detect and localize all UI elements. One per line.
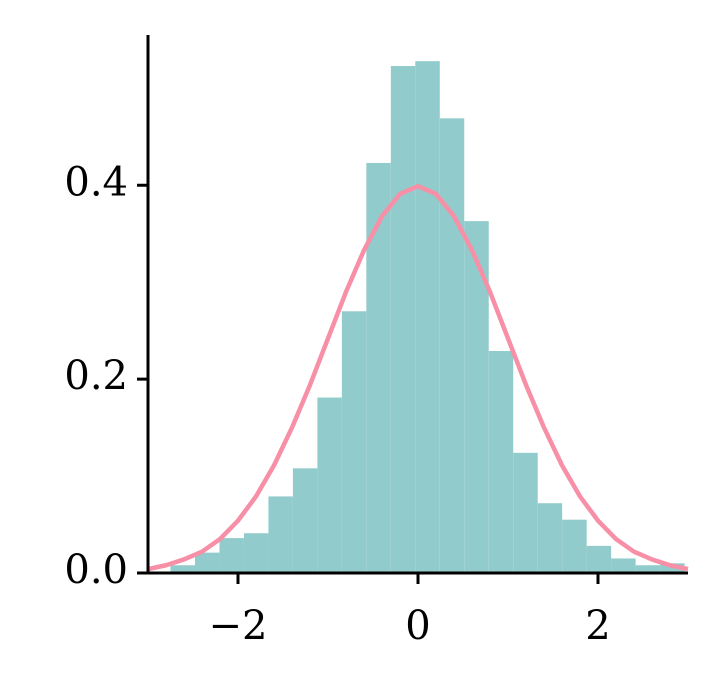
bar (439, 118, 465, 573)
y-tick-label: 0.2 (64, 353, 128, 399)
bar (488, 351, 514, 573)
bar (562, 519, 587, 573)
bar (317, 397, 342, 573)
bar (415, 61, 440, 573)
density-line (147, 183, 689, 572)
x-tick-label: 0 (405, 603, 430, 649)
y-tick-label: 0.4 (64, 159, 128, 205)
bar (341, 311, 367, 573)
bar (366, 162, 391, 573)
bar (537, 503, 563, 573)
bar (390, 66, 416, 573)
bar (635, 565, 661, 573)
bar (586, 545, 612, 573)
bar (170, 565, 195, 573)
bar (660, 563, 685, 573)
x-tick-label: 2 (585, 603, 610, 649)
bar (464, 221, 489, 574)
bar (268, 496, 293, 573)
bar (243, 533, 269, 573)
bar (292, 468, 318, 573)
bar (194, 552, 220, 573)
y-tick-label: 0.0 (64, 547, 128, 593)
bar (611, 558, 636, 573)
x-tick-label: −2 (209, 603, 268, 649)
bar (219, 538, 244, 573)
bar (513, 452, 538, 573)
